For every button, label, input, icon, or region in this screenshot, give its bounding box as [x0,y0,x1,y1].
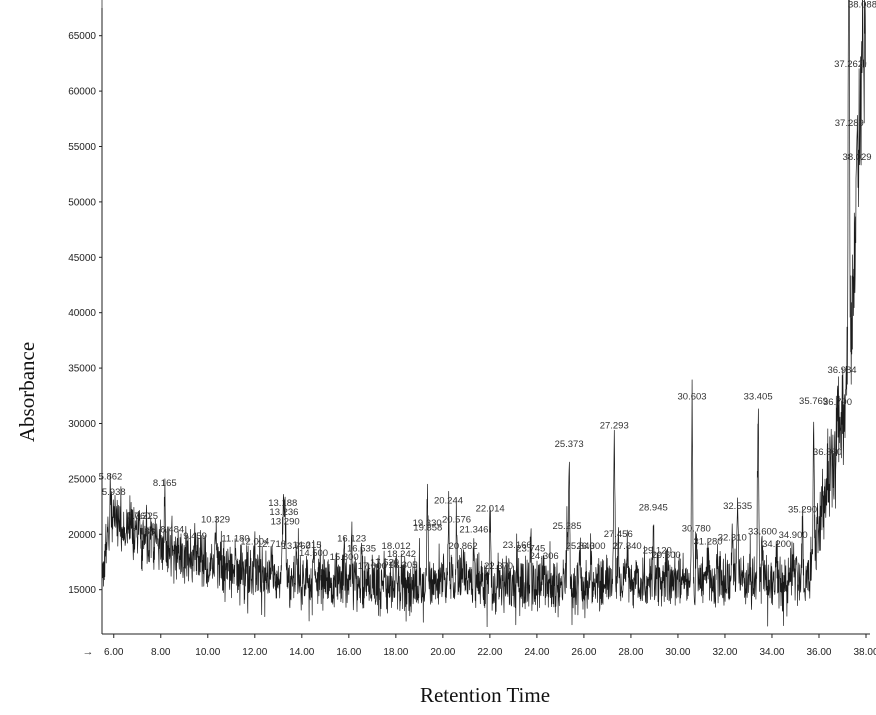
x-tick-label: 30.00 [665,647,690,658]
peak-label: 13.290 [271,517,300,528]
peak-label: 27.293 [600,420,629,431]
peak-label: 34.900 [779,530,808,541]
y-tick-label: 15000 [68,585,96,596]
x-tick-label: 20.00 [430,647,455,658]
y-axis-title: Absorbance [15,342,39,442]
peak-label: 36.360 [813,447,842,458]
peak-label: 16.123 [337,533,366,544]
peak-label: 29.500 [652,550,681,561]
peak-label: 7.060 [127,511,151,522]
y-tick-label: 50000 [68,197,96,208]
peak-label: 19.330 [413,518,442,529]
x-tick-label: 10.00 [195,647,220,658]
peak-label: 7.188 [131,527,155,538]
y-tick-label: 55000 [68,142,96,153]
peak-label: 18.305 [388,560,417,571]
peak-label: 11.180 [221,533,249,544]
y-tick-label: 35000 [68,364,96,375]
x-axis-arrow-icon: → [83,646,94,658]
peak-label: 17.000 [358,561,387,572]
peak-label: 37.289 [835,118,864,129]
peak-label: 29.120 [643,546,672,557]
y-tick-label: 65000 [68,31,96,42]
peak-label: 20.244 [434,496,463,507]
x-tick-label: 34.00 [759,647,784,658]
peak-label: 36.984 [827,365,856,376]
y-tick-label: 45000 [68,253,96,264]
peak-label: 30.603 [678,392,707,403]
peak-label: 10.329 [201,515,230,526]
peak-label: 38.088 [848,0,876,10]
peak-label: 25.373 [555,439,584,450]
peak-label: 12.710 [257,539,286,550]
peak-label: 5.938 [102,487,126,498]
peak-label: 13.760 [282,541,311,552]
peak-label: 32.310 [718,532,747,543]
peak-label: 22.014 [476,503,505,514]
peak-label: 33.405 [744,392,773,403]
absorbance-trace-line [101,0,867,628]
x-tick-label: 18.00 [383,647,408,658]
x-tick-label: 26.00 [571,647,596,658]
peak-label: 18.242 [387,549,416,560]
y-tick-label: 30000 [68,419,96,430]
peak-label: 8.484 [160,524,184,535]
x-tick-label: 38.00 [853,647,876,658]
x-tick-label: 14.00 [289,647,314,658]
peak-label: 32.535 [723,501,752,512]
x-tick-label: 16.00 [336,647,361,658]
peak-label: 13.188 [268,498,297,509]
peak-label: 17.520 [370,558,399,569]
peak-label: 34.200 [762,539,791,550]
peak-label: 33.600 [748,527,777,538]
y-tick-label: 40000 [68,308,96,319]
peak-label: 18.012 [382,541,411,552]
x-tick-label: 6.00 [104,647,124,658]
peak-label: 21.346 [459,524,488,535]
peak-label: 14.215 [292,540,321,551]
x-tick-label: 32.00 [712,647,737,658]
x-tick-label: 24.00 [524,647,549,658]
peak-label: 20.576 [442,515,471,526]
peak-label: 27.840 [613,541,642,552]
x-axis-title: Retention Time [420,683,550,707]
peak-label: 23.166 [503,540,532,551]
peak-label: 14.500 [299,548,328,559]
peak-label: 15.800 [330,552,359,563]
peak-label: 36.790 [823,397,852,408]
x-tick-label: 22.00 [477,647,502,658]
peak-label: 31.280 [693,537,722,548]
peak-label: 35.769 [799,396,828,407]
peak-label: 20.862 [449,541,478,552]
peak-label: 25.285 [552,521,581,532]
y-tick-label: 20000 [68,530,96,541]
peak-label: 27.456 [604,529,633,540]
peak-label: 16.535 [347,543,376,554]
y-tick-label: 25000 [68,474,96,485]
peak-label: 28.945 [639,502,668,513]
y-tick-label: 60000 [68,87,96,98]
peak-label: 5.862 [99,471,123,482]
peak-label: 25.840 [566,541,595,552]
peak-label: 13.236 [269,507,298,518]
peak-label: 22.370 [484,561,513,572]
peak-label: 7.325 [134,511,158,522]
peak-label: 19.358 [413,522,442,533]
peak-label: 23.745 [516,543,545,554]
peak-label: 12.004 [240,537,269,548]
peak-label: 30.780 [682,523,711,534]
peak-label: 26.300 [576,541,605,552]
peak-label: 35.290 [788,505,817,516]
peak-label: 38.029 [843,152,872,163]
x-tick-label: 28.00 [618,647,643,658]
peak-label: 9.459 [183,531,207,542]
peak-label: 8.165 [153,478,177,489]
peak-label: 37.262 [834,59,863,70]
peak-label: 24.306 [530,551,559,562]
x-tick-label: 8.00 [151,647,171,658]
x-tick-label: 12.00 [242,647,267,658]
x-tick-label: 36.00 [806,647,831,658]
